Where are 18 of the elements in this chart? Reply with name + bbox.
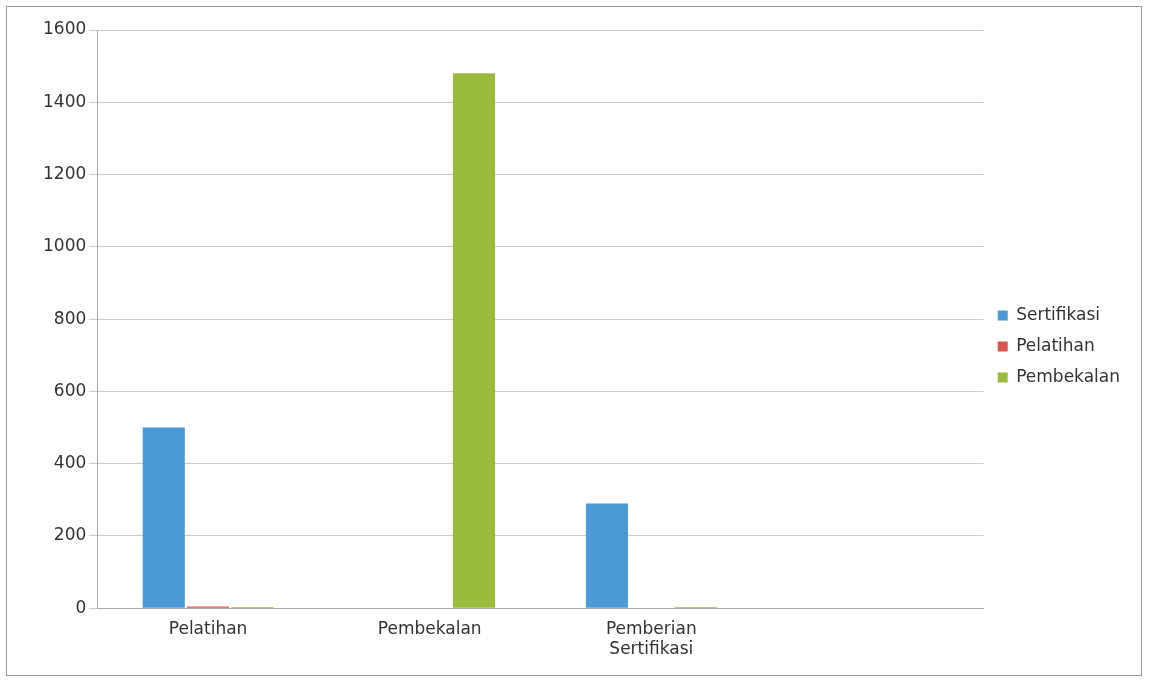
legend-label: Sertifikasi (1016, 303, 1101, 324)
legend-label: Pelatihan (1016, 334, 1095, 355)
y-tick-label: 400 (53, 452, 87, 473)
y-tick-label: 1200 (43, 162, 87, 183)
y-tick-label: 1400 (43, 90, 87, 111)
bar (585, 503, 629, 608)
bar (452, 73, 496, 608)
y-tick-label: 1000 (43, 235, 87, 256)
y-tick-label: 1600 (43, 18, 87, 39)
legend-label: Pembekalan (1016, 365, 1120, 386)
x-tick-label: Pelatihan (168, 617, 248, 638)
x-tick-label: Pembekalan (377, 617, 482, 638)
bar (142, 427, 185, 608)
y-tick-label: 0 (75, 596, 87, 617)
y-tick-label: 600 (53, 379, 87, 400)
y-tick-label: 800 (53, 307, 87, 328)
y-tick-label: 200 (53, 524, 87, 545)
x-tick-label: Pemberian Sertifikasi (605, 617, 697, 659)
